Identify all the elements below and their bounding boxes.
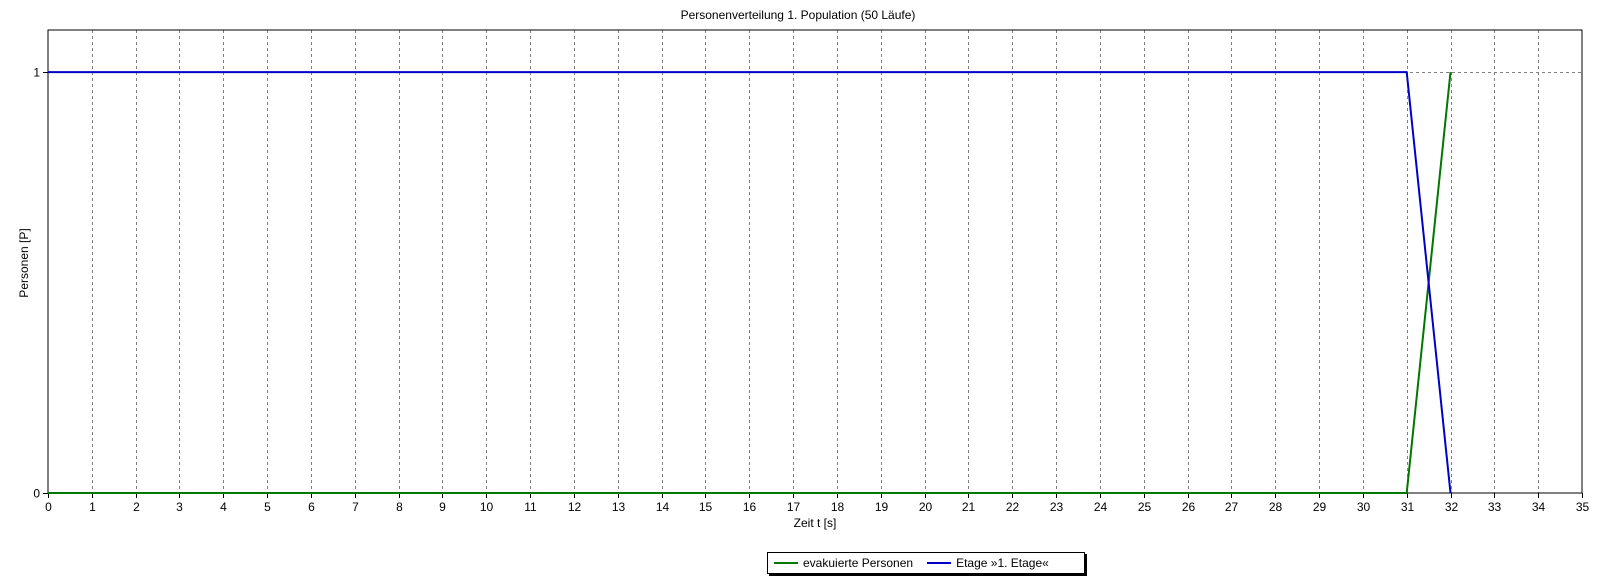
x-tick-label: 25 [1138,500,1152,514]
y-axis-label: Personen [P] [17,228,31,297]
x-tick-label: 12 [568,500,582,514]
grid-lines [48,30,1582,493]
x-tick-label: 0 [45,500,52,514]
x-tick-label: 32 [1445,500,1459,514]
x-tick-label: 18 [831,500,845,514]
x-tick-label: 13 [612,500,626,514]
x-tick-label: 34 [1532,500,1546,514]
x-tick-label: 19 [875,500,889,514]
x-tick-label: 16 [743,500,757,514]
legend-item: Etage »1. Etage« [927,556,1049,570]
series-line-1 [48,71,1452,494]
x-tick-label: 22 [1006,500,1020,514]
legend: evakuierte Personen Etage »1. Etage« [767,552,1085,574]
x-tick-label: 7 [352,500,359,514]
x-tick-label: 1 [89,500,96,514]
x-axis-label: Zeit t [s] [794,516,837,530]
y-axis-ticks: 01 [33,66,48,501]
series-line-2 [48,71,1452,494]
chart-title: Personenverteilung 1. Population (50 Läu… [681,8,916,22]
x-tick-label: 17 [787,500,801,514]
x-tick-label: 28 [1269,500,1283,514]
x-tick-label: 14 [656,500,670,514]
x-axis-ticks: 0 1 2 3 4 5 6 7 8 9 10 11 12 13 14 15 16 17 18 19 20 21 22 23 24… [45,493,1589,514]
x-tick-label: 6 [308,500,315,514]
x-tick-label: 35 [1576,500,1590,514]
x-tick-label: 30 [1357,500,1371,514]
x-tick-label: 15 [699,500,713,514]
x-tick-label: 3 [176,500,183,514]
x-tick-label: 9 [439,500,446,514]
legend-swatch [927,562,952,564]
x-tick-label: 26 [1182,500,1196,514]
y-tick-label: 0 [33,487,40,501]
series-lines [48,71,1452,494]
x-tick-label: 20 [919,500,933,514]
x-tick-label: 21 [962,500,976,514]
x-tick-label: 2 [133,500,140,514]
x-tick-label: 29 [1313,500,1327,514]
y-tick-label: 1 [33,66,40,80]
legend-item: evakuierte Personen [774,556,913,570]
x-tick-label: 10 [480,500,494,514]
x-tick-label: 27 [1225,500,1239,514]
x-tick-label: 5 [264,500,271,514]
legend-label: evakuierte Personen [803,556,914,570]
x-tick-label: 23 [1050,500,1064,514]
x-tick-label: 8 [396,500,403,514]
x-tick-label: 11 [524,500,537,514]
x-tick-label: 31 [1401,500,1415,514]
x-tick-label: 24 [1094,500,1108,514]
legend-swatch [774,562,798,564]
x-tick-label: 33 [1488,500,1502,514]
x-tick-label: 4 [220,500,227,514]
plot-area [47,29,1583,494]
legend-label: Etage »1. Etage« [956,556,1049,570]
